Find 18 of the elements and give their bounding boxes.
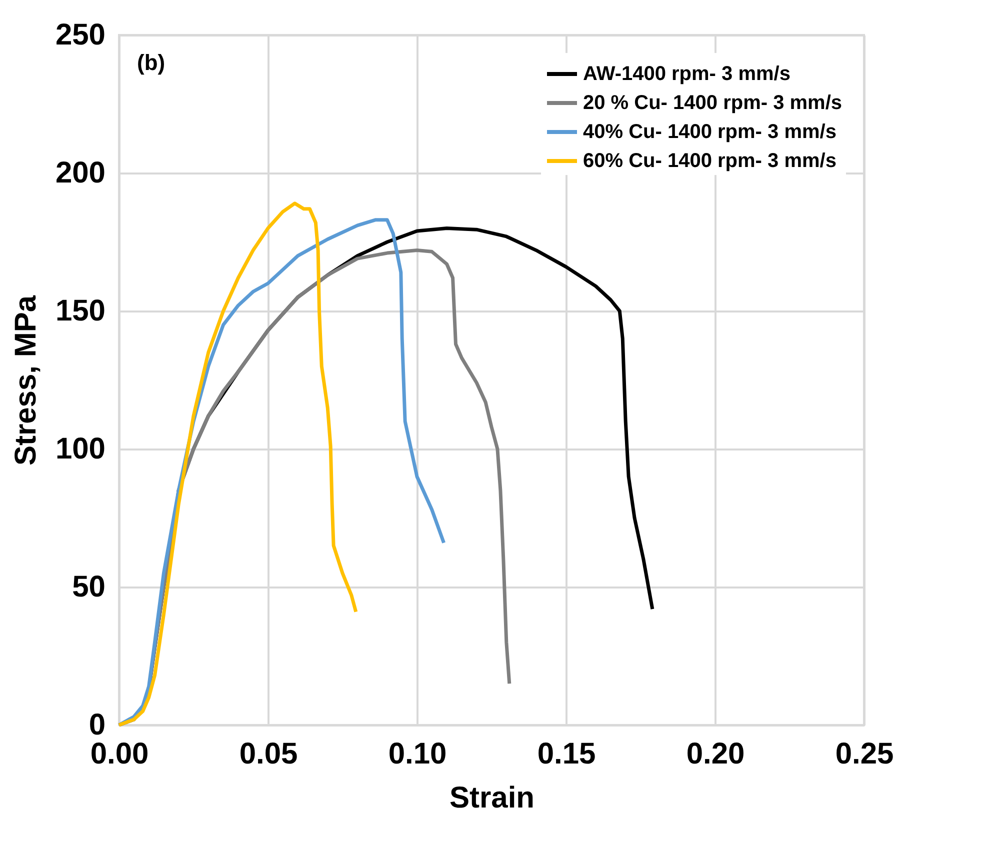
x-tick-label: 0.05 xyxy=(239,738,298,770)
x-tick-label: 0.10 xyxy=(388,738,447,770)
annotation: (b) xyxy=(137,50,166,75)
legend-label: 40% Cu- 1400 rpm- 3 mm/s xyxy=(583,121,836,143)
y-tick-label: 150 xyxy=(55,294,106,328)
legend-label: AW-1400 rpm- 3 mm/s xyxy=(583,63,790,85)
legend-label: 20 % Cu- 1400 rpm- 3 mm/s xyxy=(583,92,842,114)
y-tick-label: 250 xyxy=(55,18,106,52)
y-tick-label: 200 xyxy=(55,156,106,190)
legend-label: 60% Cu- 1400 rpm- 3 mm/s xyxy=(583,150,836,172)
x-axis-title: Strain xyxy=(449,782,535,814)
x-tick-label: 0.15 xyxy=(537,738,596,770)
y-tick-label: 50 xyxy=(72,570,106,604)
x-tick-label: 0.25 xyxy=(835,738,894,770)
x-tick-label: 0.20 xyxy=(686,738,745,770)
y-axis-title: Stress, MPa xyxy=(9,295,42,466)
line-series xyxy=(117,202,358,727)
y-tick-label: 100 xyxy=(55,432,106,466)
